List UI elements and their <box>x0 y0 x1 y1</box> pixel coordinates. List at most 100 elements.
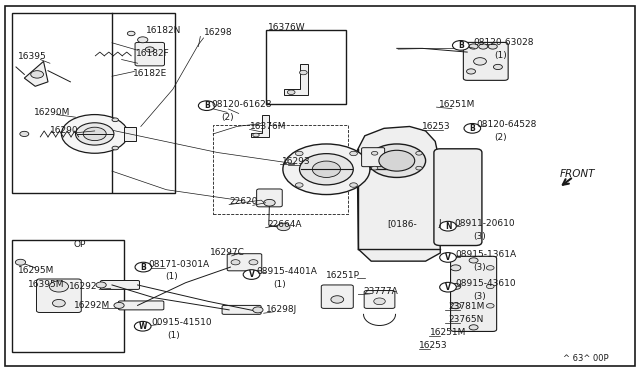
Circle shape <box>20 131 29 137</box>
Circle shape <box>486 266 494 270</box>
Circle shape <box>464 124 481 133</box>
Circle shape <box>112 146 118 150</box>
Circle shape <box>312 161 340 177</box>
Text: 16376W: 16376W <box>268 23 305 32</box>
FancyBboxPatch shape <box>227 254 262 271</box>
Circle shape <box>296 183 303 187</box>
Circle shape <box>61 115 128 153</box>
Text: 08120-61628: 08120-61628 <box>211 100 272 109</box>
Text: B: B <box>141 263 146 272</box>
Text: (1): (1) <box>494 51 507 60</box>
FancyBboxPatch shape <box>36 279 81 312</box>
Text: B: B <box>470 124 475 133</box>
Circle shape <box>493 64 502 70</box>
Text: (1): (1) <box>165 272 178 281</box>
Circle shape <box>379 150 415 171</box>
Bar <box>266 30 346 104</box>
FancyBboxPatch shape <box>434 149 482 246</box>
Text: 16290: 16290 <box>50 126 79 135</box>
Text: 08915-1361A: 08915-1361A <box>456 250 517 259</box>
Circle shape <box>198 101 215 110</box>
Text: FRONT: FRONT <box>560 169 595 179</box>
FancyBboxPatch shape <box>257 189 282 207</box>
Text: 16395: 16395 <box>18 52 47 61</box>
Circle shape <box>331 296 344 303</box>
Circle shape <box>416 166 422 170</box>
Circle shape <box>440 282 456 292</box>
Circle shape <box>488 44 497 49</box>
Text: 16298J: 16298J <box>266 305 297 314</box>
Circle shape <box>243 270 260 279</box>
Circle shape <box>145 47 154 52</box>
Circle shape <box>264 199 275 206</box>
Text: 16251P: 16251P <box>326 271 360 280</box>
Text: (1): (1) <box>168 331 180 340</box>
Text: 08915-43610: 08915-43610 <box>456 279 516 288</box>
Text: (1): (1) <box>273 280 286 289</box>
Circle shape <box>134 321 151 331</box>
Circle shape <box>76 123 114 145</box>
Text: 22664A: 22664A <box>268 220 302 229</box>
Circle shape <box>287 90 295 94</box>
Bar <box>124 127 136 141</box>
Polygon shape <box>284 64 308 95</box>
Circle shape <box>52 299 65 307</box>
Text: (3): (3) <box>474 292 486 301</box>
Circle shape <box>486 284 494 289</box>
Bar <box>12 240 124 352</box>
Circle shape <box>253 307 263 313</box>
Text: 16253: 16253 <box>422 122 451 131</box>
Text: B: B <box>458 41 463 50</box>
Text: 23765N: 23765N <box>448 315 483 324</box>
FancyBboxPatch shape <box>451 256 497 331</box>
Text: 08120-63028: 08120-63028 <box>474 38 534 46</box>
Circle shape <box>374 298 385 305</box>
Circle shape <box>451 283 461 289</box>
Text: (2): (2) <box>494 134 507 142</box>
Bar <box>213 125 348 214</box>
FancyBboxPatch shape <box>118 301 164 310</box>
Circle shape <box>469 258 478 263</box>
Text: 23777A: 23777A <box>363 287 397 296</box>
Circle shape <box>15 259 26 265</box>
Circle shape <box>440 221 456 231</box>
Circle shape <box>349 183 357 187</box>
Text: 16251M: 16251M <box>430 328 467 337</box>
Polygon shape <box>357 126 440 261</box>
Polygon shape <box>251 115 269 137</box>
Text: 08120-64528: 08120-64528 <box>477 121 537 129</box>
Circle shape <box>451 303 461 309</box>
Circle shape <box>300 154 353 185</box>
Text: 16295M: 16295M <box>18 266 54 275</box>
Text: 08911-20610: 08911-20610 <box>454 219 515 228</box>
Circle shape <box>368 144 426 177</box>
Circle shape <box>451 265 461 271</box>
Circle shape <box>253 133 259 137</box>
Circle shape <box>440 253 456 262</box>
Circle shape <box>296 151 303 156</box>
Text: 16290M: 16290M <box>34 108 70 117</box>
Circle shape <box>452 41 469 50</box>
FancyBboxPatch shape <box>222 305 261 314</box>
Text: (3): (3) <box>474 232 486 241</box>
Text: W: W <box>138 322 147 331</box>
Text: [0186-: [0186- <box>387 219 417 228</box>
Text: ^ 63^ 00P: ^ 63^ 00P <box>563 354 609 363</box>
Polygon shape <box>24 61 48 86</box>
Circle shape <box>31 71 44 78</box>
FancyBboxPatch shape <box>135 42 164 66</box>
Circle shape <box>469 325 478 330</box>
Circle shape <box>277 223 290 231</box>
Circle shape <box>138 37 148 43</box>
Text: 16376M: 16376M <box>250 122 286 131</box>
Circle shape <box>114 302 124 308</box>
Text: V: V <box>248 270 255 279</box>
Text: 16182E: 16182E <box>132 69 167 78</box>
Circle shape <box>371 151 378 155</box>
Circle shape <box>112 118 118 122</box>
Text: 16251M: 16251M <box>439 100 476 109</box>
Text: 16293: 16293 <box>282 157 310 166</box>
Text: 22620: 22620 <box>229 197 257 206</box>
FancyBboxPatch shape <box>364 291 395 308</box>
Text: OP: OP <box>74 240 86 249</box>
